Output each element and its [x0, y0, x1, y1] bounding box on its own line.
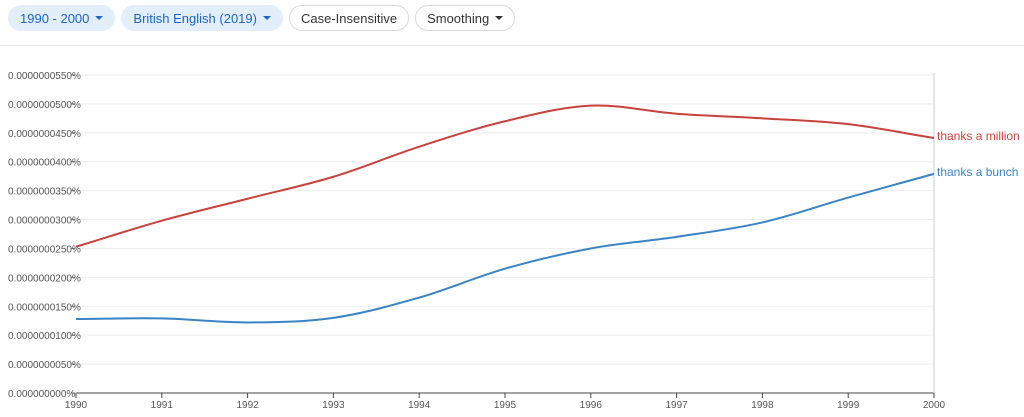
x-tick-label: 1992: [236, 400, 259, 411]
case-insensitive-label: Case-Insensitive: [300, 10, 398, 26]
corpus-label: British English (2019): [133, 10, 257, 26]
x-tick-label: 1996: [580, 400, 603, 411]
x-tick-label: 1994: [408, 400, 431, 411]
series-label-thanks-a-million: thanks a million: [937, 129, 1020, 143]
y-tick-label: 0.0000000150%: [8, 302, 81, 313]
year-range-label: 1990 - 2000: [20, 10, 90, 26]
series-label-thanks-a-bunch: thanks a bunch: [937, 165, 1018, 179]
toolbar: 1990 - 2000 British English (2019) Case-…: [8, 5, 516, 31]
y-tick-label: 0.0000000250%: [8, 244, 81, 255]
x-tick-label: 1990: [65, 400, 88, 411]
y-tick-label: 0.0000000100%: [8, 331, 81, 342]
y-tick-label: 0.0000000450%: [8, 129, 81, 140]
x-tick-label: 2000: [923, 400, 946, 411]
x-tick-label: 1995: [494, 400, 517, 411]
series-line-thanks-a-million: [75, 104, 935, 248]
chevron-down-icon: [262, 16, 271, 20]
toolbar-divider: [0, 45, 1024, 46]
x-tick-label: 1993: [322, 400, 345, 411]
corpus-dropdown[interactable]: British English (2019): [121, 5, 283, 31]
y-tick-label: 0.0000000300%: [8, 216, 81, 227]
smoothing-label: Smoothing: [427, 10, 490, 26]
chevron-down-icon: [495, 16, 504, 20]
case-insensitive-toggle[interactable]: Case-Insensitive: [288, 5, 410, 31]
year-range-dropdown[interactable]: 1990 - 2000: [8, 5, 116, 31]
y-tick-label: 0.0000000550%: [8, 71, 81, 82]
series-line-thanks-a-bunch: [75, 172, 935, 324]
x-tick-label: 1997: [665, 400, 688, 411]
chevron-down-icon: [95, 16, 104, 20]
y-tick-label: 0.000000000%: [8, 389, 75, 400]
x-tick-label: 1998: [751, 400, 774, 411]
y-tick-label: 0.0000000200%: [8, 273, 81, 284]
y-tick-label: 0.0000000400%: [8, 158, 81, 169]
x-tick-label: 1999: [837, 400, 860, 411]
y-tick-label: 0.0000000350%: [8, 187, 81, 198]
x-tick-label: 1991: [151, 400, 174, 411]
smoothing-dropdown[interactable]: Smoothing: [415, 5, 516, 31]
y-tick-label: 0.0000000500%: [8, 100, 81, 111]
y-tick-label: 0.0000000050%: [8, 360, 81, 371]
